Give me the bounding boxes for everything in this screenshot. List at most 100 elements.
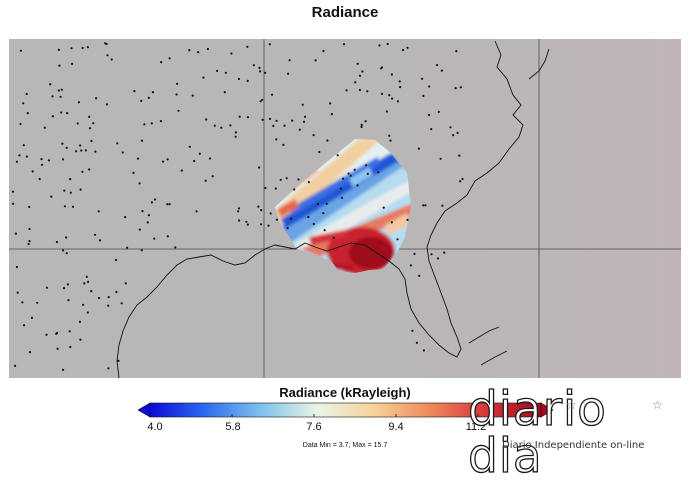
station-dot <box>307 215 310 219</box>
station-dot <box>28 351 32 354</box>
colorbar-tick-label: 11.2 <box>465 421 487 433</box>
station-dot <box>206 47 209 51</box>
station-dot <box>413 252 416 255</box>
station-dot <box>349 174 352 177</box>
station-dot <box>461 177 464 181</box>
data-range-note: Data Min = 3.7, Max = 15.7 <box>302 442 388 449</box>
station-dot <box>213 124 216 127</box>
station-dot <box>388 94 391 97</box>
station-dot <box>36 301 39 304</box>
station-dot <box>94 233 97 236</box>
station-dot <box>22 102 25 105</box>
station-dot <box>378 44 381 47</box>
colorbar-tick-label: 4.0 <box>147 421 163 433</box>
station-dot <box>191 94 194 97</box>
station-dot <box>50 195 53 198</box>
station-dot <box>114 258 118 262</box>
station-dot <box>364 120 367 123</box>
station-dot <box>340 196 344 199</box>
station-dot <box>141 210 144 213</box>
station-dot <box>19 122 22 126</box>
station-dot <box>58 64 61 67</box>
station-dot <box>268 43 271 46</box>
station-dot <box>297 178 300 181</box>
station-dot <box>67 299 70 302</box>
station-dot <box>70 47 73 50</box>
station-dot <box>275 119 278 122</box>
station-dot <box>81 170 84 173</box>
station-dot <box>275 138 278 141</box>
station-dot <box>237 207 241 210</box>
station-dot <box>107 304 110 307</box>
station-dot <box>202 76 205 79</box>
station-dot <box>417 147 420 150</box>
station-dot <box>415 341 418 344</box>
station-dot <box>267 224 270 227</box>
station-dot <box>268 117 272 120</box>
station-dot <box>459 86 462 89</box>
station-dot <box>396 100 399 103</box>
station-dot <box>69 178 72 181</box>
station-dot <box>302 120 306 123</box>
station-dot <box>22 144 25 147</box>
station-dot <box>140 139 144 142</box>
station-dot <box>452 134 455 137</box>
station-dot <box>246 116 249 119</box>
station-dot <box>150 122 153 125</box>
station-dot <box>75 150 78 153</box>
station-dot <box>220 126 223 129</box>
station-dot <box>19 49 22 52</box>
station-dot <box>25 92 28 96</box>
station-dot <box>65 236 68 239</box>
station-markers <box>11 42 464 371</box>
station-dot <box>234 131 237 134</box>
station-dot <box>57 48 60 51</box>
station-dot <box>28 227 31 231</box>
station-dot <box>272 124 275 127</box>
colorbar-arrow-low <box>138 402 151 418</box>
station-dot <box>106 54 109 57</box>
station-dot <box>95 97 98 100</box>
station-dot <box>436 257 440 260</box>
station-dot <box>98 239 102 242</box>
station-dot <box>88 168 91 171</box>
station-dot <box>380 66 383 69</box>
star-icon: ☆ <box>652 398 663 412</box>
station-dot <box>195 210 198 213</box>
station-dot <box>69 191 72 194</box>
station-dot <box>345 89 348 92</box>
station-dot <box>136 157 140 160</box>
station-dot <box>208 157 212 160</box>
watermark-tagline: Diario Independiente on-line <box>502 440 645 451</box>
station-dot <box>336 154 339 157</box>
station-dot <box>30 316 33 319</box>
station-dot <box>121 151 124 154</box>
station-dot <box>38 177 41 181</box>
station-dot <box>275 218 279 221</box>
station-dot <box>339 187 343 190</box>
station-dot <box>390 73 393 76</box>
station-dot <box>409 264 412 267</box>
station-dot <box>326 139 329 142</box>
station-dot <box>63 189 66 192</box>
station-dot <box>138 182 141 185</box>
station-dot <box>160 61 163 64</box>
station-dot <box>140 249 143 252</box>
station-dot <box>261 118 264 121</box>
station-dot <box>329 102 332 105</box>
station-dot <box>153 198 157 201</box>
station-dot <box>377 171 380 174</box>
station-dot <box>14 232 17 235</box>
station-dot <box>259 70 262 73</box>
station-dot <box>230 52 233 55</box>
station-dot <box>115 290 118 294</box>
station-dot <box>288 59 291 62</box>
station-dot <box>15 265 18 269</box>
station-dot <box>45 286 49 289</box>
station-dot <box>237 77 240 81</box>
station-dot <box>279 178 282 181</box>
station-dot <box>84 149 87 152</box>
station-dot <box>358 74 362 77</box>
station-dot <box>398 80 401 83</box>
station-dot <box>366 90 369 93</box>
